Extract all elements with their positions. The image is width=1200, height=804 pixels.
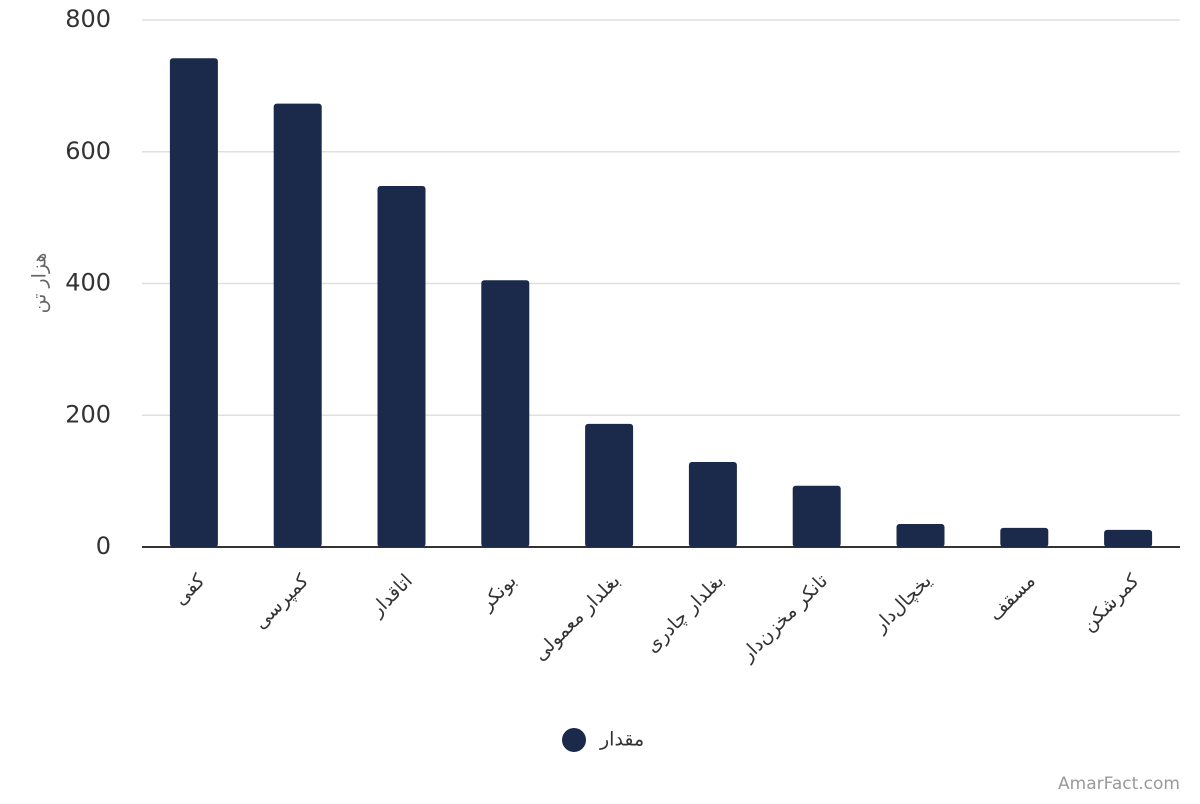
x-tick-label: کفی: [169, 569, 210, 610]
bar: [688, 462, 737, 547]
y-tick-label: 200: [65, 400, 111, 428]
y-tick-label: 0: [96, 532, 111, 560]
y-axis-label: هزار تن: [29, 253, 51, 314]
bar: [896, 523, 945, 547]
x-tick-label: کمپرسی: [249, 569, 313, 633]
bar: [1000, 527, 1049, 547]
bar: [585, 423, 634, 547]
x-tick-label: بغلدار معمولی: [529, 570, 624, 665]
watermark: AmarFact.com: [1058, 774, 1180, 794]
legend-label: مقدار: [599, 729, 644, 751]
bar: [481, 280, 530, 547]
x-tick-label: مسقف: [984, 570, 1039, 625]
bar: [792, 485, 841, 547]
x-tick-label: بونکر: [475, 570, 521, 616]
y-tick-label: 400: [65, 269, 111, 297]
x-tick-label: کمرشکن: [1077, 569, 1144, 636]
y-tick-label: 800: [65, 5, 111, 33]
bar: [1104, 529, 1153, 547]
bar: [169, 58, 218, 548]
x-tick-label: یخچال‌دار: [869, 570, 936, 637]
x-tick-label: اتاقدار: [365, 570, 417, 622]
bar: [377, 186, 426, 547]
y-tick-label: 600: [65, 137, 111, 165]
legend-marker: [562, 728, 586, 752]
x-tick-label: تانکر مخزن‌دار: [736, 570, 832, 666]
bar: [273, 103, 322, 547]
x-tick-label: بغلدار چادری: [641, 570, 728, 657]
